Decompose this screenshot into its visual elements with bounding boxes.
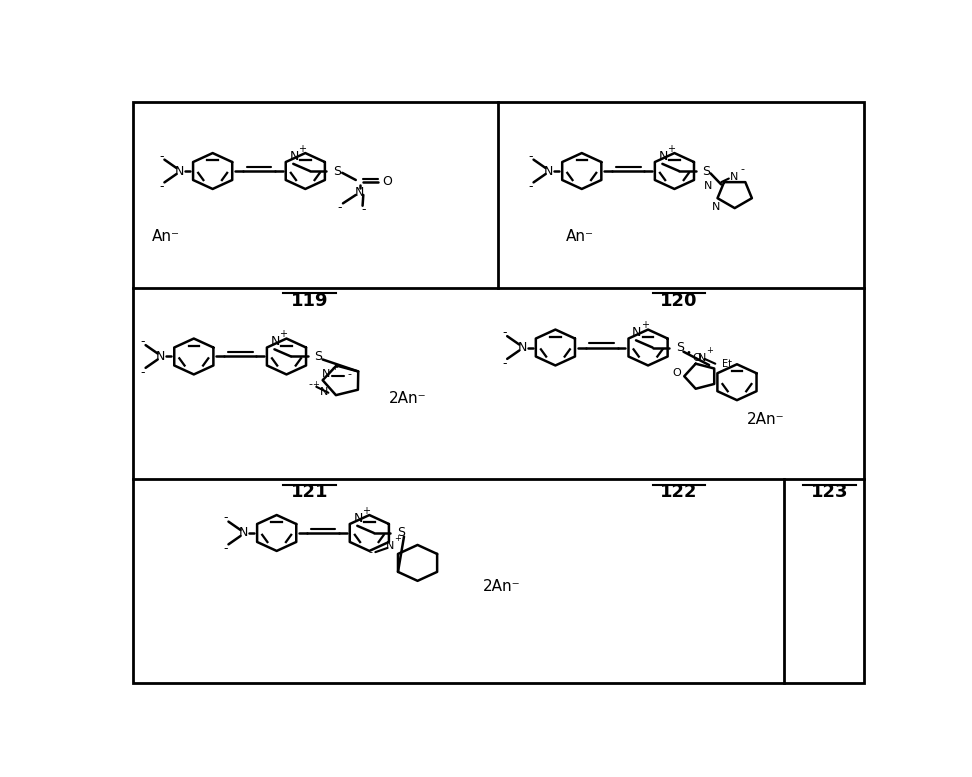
Text: N: N bbox=[290, 149, 298, 162]
Text: S: S bbox=[702, 165, 711, 177]
Text: -: - bbox=[159, 149, 163, 162]
Text: N: N bbox=[386, 541, 395, 551]
Text: 119: 119 bbox=[291, 292, 329, 310]
Text: N: N bbox=[354, 511, 363, 524]
Text: +: + bbox=[668, 144, 676, 154]
Text: +: + bbox=[363, 506, 370, 516]
Text: N: N bbox=[632, 326, 642, 339]
Text: N: N bbox=[544, 165, 553, 177]
Text: -: - bbox=[368, 547, 373, 557]
Text: -: - bbox=[529, 149, 533, 162]
Text: N: N bbox=[270, 335, 280, 348]
Text: N: N bbox=[698, 353, 706, 363]
Text: •: • bbox=[686, 349, 692, 358]
Text: 121: 121 bbox=[291, 483, 329, 501]
Text: 123: 123 bbox=[811, 483, 849, 501]
Text: +: + bbox=[395, 534, 401, 543]
Text: N: N bbox=[239, 527, 248, 539]
Text: N: N bbox=[156, 350, 165, 363]
Text: -: - bbox=[308, 379, 312, 389]
Text: 120: 120 bbox=[660, 292, 698, 310]
Text: N: N bbox=[323, 369, 330, 379]
Text: N: N bbox=[658, 149, 668, 162]
Text: -: - bbox=[224, 542, 227, 555]
Text: S: S bbox=[676, 341, 683, 354]
Text: -: - bbox=[362, 203, 366, 216]
Text: +: + bbox=[707, 346, 713, 355]
Text: N: N bbox=[320, 387, 329, 397]
Text: +: + bbox=[298, 144, 306, 154]
Text: N: N bbox=[705, 181, 712, 191]
Text: -: - bbox=[502, 357, 506, 370]
Text: Et: Et bbox=[722, 359, 732, 369]
Text: -: - bbox=[502, 326, 506, 339]
Text: N: N bbox=[712, 201, 720, 211]
Text: O: O bbox=[692, 354, 701, 364]
Text: -: - bbox=[337, 201, 341, 214]
Text: -: - bbox=[159, 180, 163, 193]
Text: An⁻: An⁻ bbox=[152, 229, 180, 244]
Text: S: S bbox=[333, 165, 341, 177]
Text: O: O bbox=[383, 176, 393, 188]
Text: 2An⁻: 2An⁻ bbox=[483, 580, 521, 594]
Text: +: + bbox=[642, 320, 649, 330]
Text: N: N bbox=[730, 172, 739, 183]
Text: N: N bbox=[175, 165, 184, 177]
Text: 2An⁻: 2An⁻ bbox=[389, 391, 427, 406]
Text: -: - bbox=[741, 165, 745, 175]
Text: -: - bbox=[347, 369, 351, 379]
Text: -: - bbox=[529, 180, 533, 193]
Text: N: N bbox=[517, 341, 527, 354]
Text: S: S bbox=[397, 527, 405, 539]
Text: 2An⁻: 2An⁻ bbox=[746, 412, 784, 427]
Text: +: + bbox=[280, 329, 288, 340]
Text: +: + bbox=[312, 381, 319, 389]
Text: -: - bbox=[224, 511, 227, 524]
Text: S: S bbox=[314, 350, 322, 363]
Text: N: N bbox=[355, 186, 364, 199]
Text: -: - bbox=[140, 365, 145, 378]
Text: 122: 122 bbox=[660, 483, 698, 501]
Text: An⁻: An⁻ bbox=[566, 229, 594, 244]
Text: O: O bbox=[673, 368, 681, 378]
Text: +: + bbox=[331, 363, 338, 371]
Text: -: - bbox=[140, 335, 145, 348]
